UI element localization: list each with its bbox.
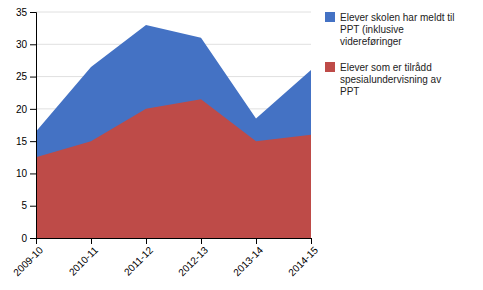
y-tick: 0 <box>21 233 36 244</box>
legend-label-line: videreføringer <box>340 36 402 47</box>
y-tick: 20 <box>16 104 36 115</box>
y-tick-mark <box>30 206 36 207</box>
x-tick-mark <box>36 238 37 244</box>
x-tick: 2011-12 <box>122 238 156 278</box>
y-tick: 30 <box>16 39 36 50</box>
y-axis: 0 5 10 15 20 25 30 35 <box>16 7 37 244</box>
x-axis: 2009-10 2010-11 2011-12 2012-13 2013-14 2014-… <box>11 238 320 278</box>
y-tick-label: 30 <box>16 39 28 50</box>
y-tick: 25 <box>16 71 36 82</box>
y-tick-mark <box>30 173 36 174</box>
legend-label-line: spesialundervisning av <box>340 74 441 85</box>
x-tick-label: 2009-10 <box>11 244 45 278</box>
y-tick: 5 <box>21 200 36 211</box>
y-tick: 15 <box>16 136 36 147</box>
x-tick-mark <box>256 238 257 244</box>
x-tick-mark <box>201 238 202 244</box>
legend-swatch <box>325 62 335 72</box>
y-tick-mark <box>30 77 36 78</box>
y-tick-label: 5 <box>21 200 27 211</box>
legend-label-line: PPT (inklusive <box>340 24 404 35</box>
y-tick-label: 35 <box>16 7 28 18</box>
x-tick: 2009-10 <box>11 238 45 278</box>
y-axis-line <box>30 13 37 239</box>
y-tick-mark <box>30 44 36 45</box>
legend-item: Elever skolen har meldt tilPPT (inklusiv… <box>325 12 455 47</box>
area <box>36 99 311 238</box>
area <box>36 25 311 238</box>
x-tick-label: 2010-11 <box>67 244 101 278</box>
legend-swatch <box>325 12 335 22</box>
y-tick-label: 10 <box>16 168 28 179</box>
x-tick-mark <box>146 238 147 244</box>
grid-line <box>36 12 311 13</box>
chart: 0 5 10 15 20 25 30 35 2009-10 2010-11 2011-12 2012-… <box>0 0 483 290</box>
legend-label-line: Elever som er tilrådd <box>340 62 432 73</box>
y-tick: 10 <box>16 168 36 179</box>
x-tick-mark <box>91 238 92 244</box>
y-tick-mark <box>30 238 36 239</box>
x-tick: 2014-15 <box>286 238 320 278</box>
y-tick-label: 0 <box>21 233 27 244</box>
legend-label-line: Elever skolen har meldt til <box>340 12 455 23</box>
x-tick-label: 2012-13 <box>176 244 210 278</box>
y-tick-label: 15 <box>16 136 28 147</box>
y-tick: 35 <box>16 7 36 18</box>
y-tick-mark <box>30 12 36 13</box>
y-tick-label: 25 <box>16 71 28 82</box>
x-tick-label: 2014-15 <box>286 244 320 278</box>
x-tick-label: 2011-12 <box>122 244 156 278</box>
legend-item: Elever som er tilråddspesialundervisning… <box>325 62 441 97</box>
x-tick-mark <box>311 238 312 244</box>
legend: Elever skolen har meldt tilPPT (inklusiv… <box>325 12 455 97</box>
y-tick-mark <box>30 109 36 110</box>
legend-label-line: PPT <box>340 86 359 97</box>
x-axis-line <box>37 239 312 245</box>
x-tick: 2010-11 <box>67 238 101 278</box>
grid <box>36 12 311 238</box>
legend-label: Elever som er tilråddspesialundervisning… <box>340 62 441 97</box>
x-tick: 2013-14 <box>231 238 265 278</box>
plot: 0 5 10 15 20 25 30 35 2009-10 2010-11 2011-12 2012-… <box>11 7 320 278</box>
y-tick-label: 20 <box>16 104 28 115</box>
legend-label: Elever skolen har meldt tilPPT (inklusiv… <box>340 12 455 47</box>
x-tick-label: 2013-14 <box>231 244 265 278</box>
areas <box>36 25 311 238</box>
x-tick: 2012-13 <box>176 238 210 278</box>
y-tick-mark <box>30 141 36 142</box>
